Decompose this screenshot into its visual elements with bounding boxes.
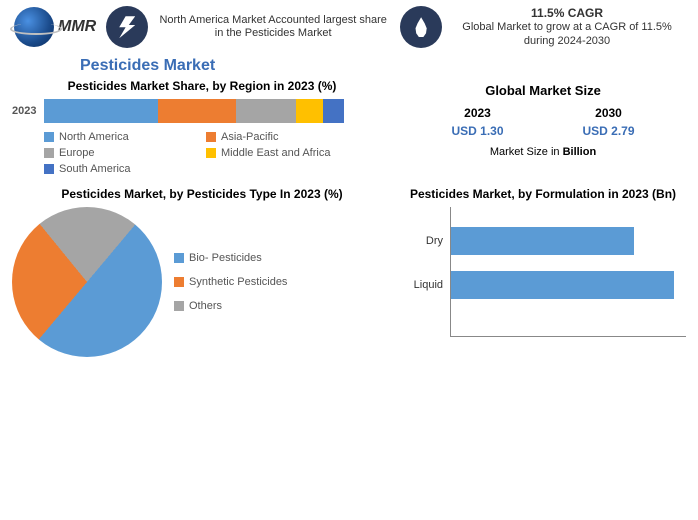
region-year-label: 2023 xyxy=(12,105,36,117)
type-chart-title: Pesticides Market, by Pesticides Type In… xyxy=(12,187,392,201)
legend-swatch xyxy=(44,164,54,174)
legend-label: Others xyxy=(189,300,222,312)
legend-swatch xyxy=(174,277,184,287)
flame-icon xyxy=(400,6,442,48)
legend-label: North America xyxy=(59,131,129,143)
region-chart: Pesticides Market Share, by Region in 20… xyxy=(12,79,392,175)
hbar-track xyxy=(451,227,686,255)
legend-label: South America xyxy=(59,163,131,175)
legend-item: North America xyxy=(44,131,194,143)
legend-swatch xyxy=(44,148,54,158)
legend-item: Others xyxy=(174,300,287,312)
fact-block-1: North America Market Accounted largest s… xyxy=(106,6,390,48)
market-size-note: Market Size in Billion xyxy=(412,146,674,158)
legend-item: Synthetic Pesticides xyxy=(174,276,287,288)
type-chart: Pesticides Market, by Pesticides Type In… xyxy=(12,183,392,357)
legend-swatch xyxy=(44,132,54,142)
legend-label: Bio- Pesticides xyxy=(189,252,262,264)
market-size-values: USD 1.30 USD 2.79 xyxy=(412,124,674,138)
page-title: Pesticides Market xyxy=(0,51,698,79)
ms-note-bold: Billion xyxy=(563,146,597,158)
ms-year1: 2023 xyxy=(464,106,491,120)
legend-label: Asia-Pacific xyxy=(221,131,278,143)
globe-icon xyxy=(14,7,54,47)
charts-grid: Pesticides Market Share, by Region in 20… xyxy=(0,79,698,357)
logo: MMR xyxy=(14,7,96,47)
pie-legend: Bio- Pesticides Synthetic Pesticides Other… xyxy=(174,252,287,312)
legend-item: Asia-Pacific xyxy=(206,131,356,143)
region-seg-europe xyxy=(236,99,296,123)
legend-swatch xyxy=(174,253,184,263)
fact2-text: Global Market to grow at a CAGR of 11.5%… xyxy=(450,21,684,49)
legend-item: Middle East and Africa xyxy=(206,147,356,159)
legend-label: Synthetic Pesticides xyxy=(189,276,287,288)
region-seg-middle-east-and-africa xyxy=(296,99,323,123)
legend-item: Europe xyxy=(44,147,194,159)
market-size-years: 2023 2030 xyxy=(412,106,674,120)
region-seg-north-america xyxy=(44,99,158,123)
market-size-title: Global Market Size xyxy=(412,83,674,98)
region-chart-title: Pesticides Market Share, by Region in 20… xyxy=(12,79,392,93)
formulation-axis: Dry Liquid xyxy=(450,207,686,337)
ms-val1: USD 1.30 xyxy=(451,124,503,138)
region-legend: North America Asia-Pacific Europe Middle Ea… xyxy=(12,131,392,175)
legend-swatch xyxy=(174,301,184,311)
pie-chart xyxy=(12,207,162,357)
hbar-fill xyxy=(451,271,674,299)
region-stacked-bar xyxy=(44,99,344,123)
logo-text: MMR xyxy=(58,18,96,36)
hbar-track xyxy=(451,271,686,299)
fact1-text: North America Market Accounted largest s… xyxy=(156,14,390,42)
ms-year2: 2030 xyxy=(595,106,622,120)
hbar-fill xyxy=(451,227,634,255)
fact2-wrap: 11.5% CAGR Global Market to grow at a CA… xyxy=(450,6,684,49)
market-size-panel: Global Market Size 2023 2030 USD 1.30 US… xyxy=(400,79,686,175)
legend-label: Middle East and Africa xyxy=(221,147,330,159)
bolt-icon xyxy=(106,6,148,48)
region-seg-south-america xyxy=(323,99,344,123)
legend-label: Europe xyxy=(59,147,94,159)
formulation-chart-title: Pesticides Market, by Formulation in 202… xyxy=(400,187,686,201)
fact-block-2: 11.5% CAGR Global Market to grow at a CA… xyxy=(400,6,684,49)
hbar-row: Dry xyxy=(451,227,686,255)
pie-wrap: Bio- Pesticides Synthetic Pesticides Other… xyxy=(12,207,392,357)
legend-swatch xyxy=(206,148,216,158)
region-bar-row: 2023 xyxy=(12,99,392,123)
header: MMR North America Market Accounted large… xyxy=(0,0,698,51)
legend-item: Bio- Pesticides xyxy=(174,252,287,264)
hbar-label: Liquid xyxy=(401,279,443,291)
region-seg-asia-pacific xyxy=(158,99,236,123)
formulation-chart: Pesticides Market, by Formulation in 202… xyxy=(400,183,686,357)
ms-val2: USD 2.79 xyxy=(582,124,634,138)
hbar-row: Liquid xyxy=(451,271,686,299)
legend-item: South America xyxy=(44,163,194,175)
hbar-label: Dry xyxy=(401,235,443,247)
fact2-title: 11.5% CAGR xyxy=(450,6,684,21)
legend-swatch xyxy=(206,132,216,142)
ms-note-prefix: Market Size in xyxy=(490,146,563,158)
